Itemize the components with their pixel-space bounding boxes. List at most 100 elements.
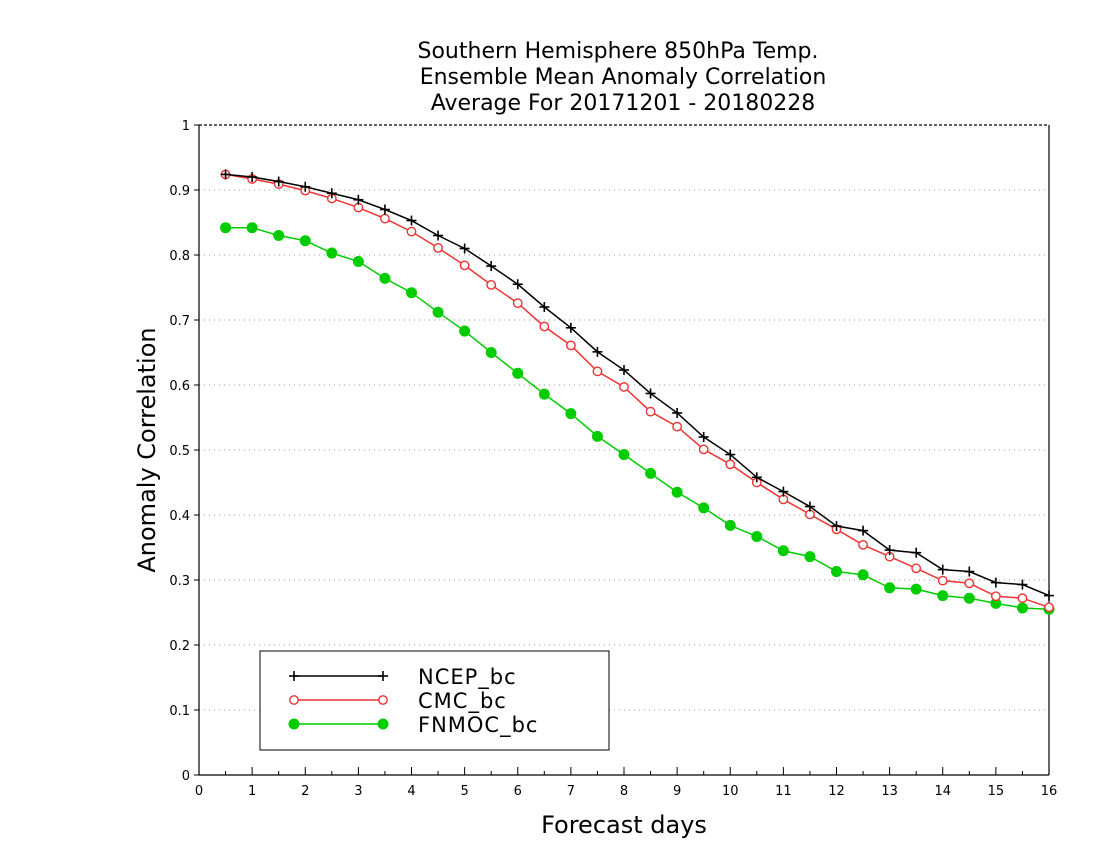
data-point [1044, 602, 1054, 613]
legend-marker [378, 671, 388, 681]
title-line-1: Southern Hemisphere 850hPa Temp. [418, 39, 819, 64]
data-point [777, 545, 789, 557]
data-point [326, 188, 337, 199]
legend-item-FNMOC_bc: FNMOC_bc [288, 713, 538, 738]
data-point [380, 213, 390, 224]
data-point [538, 388, 550, 400]
x-tick-label: 10 [722, 784, 739, 799]
data-point [406, 215, 417, 226]
data-point [539, 321, 550, 332]
y-tick-label: 1 [182, 119, 190, 134]
data-point [459, 325, 471, 337]
data-point [645, 406, 656, 417]
data-point [619, 382, 629, 392]
legend-item-CMC_bc: CMC_bc [289, 689, 506, 714]
data-point [432, 306, 444, 318]
data-point [778, 486, 789, 497]
data-point [433, 230, 444, 241]
data-point [352, 256, 364, 267]
data-point [592, 366, 603, 377]
legend-marker [288, 718, 300, 730]
x-tick-label: 15 [988, 784, 1005, 799]
data-point [645, 388, 656, 399]
data-point [937, 590, 949, 602]
data-point [273, 176, 284, 187]
y-tick-label: 0.5 [169, 444, 190, 459]
data-point [591, 430, 603, 442]
data-point [857, 569, 869, 581]
data-point [990, 577, 1001, 588]
data-point [379, 272, 391, 284]
data-point [406, 287, 417, 299]
legend-marker [377, 718, 389, 730]
x-tick-label: 11 [775, 784, 792, 799]
data-point [618, 449, 630, 461]
data-point [592, 346, 603, 357]
data-point [831, 521, 842, 532]
tick-labels: 0 1 2 3 4 5 6 7 8 9 10 11 12 13 14 15 1600.10.20.30.40.5… [169, 119, 1057, 799]
series-CMC_bc [220, 169, 1054, 613]
series-FNMOC_bc [220, 222, 1055, 615]
data-point [645, 467, 657, 479]
data-point [619, 365, 629, 376]
y-tick-label: 0 [182, 769, 190, 784]
data-point [220, 169, 231, 180]
x-tick-label: 13 [881, 784, 898, 799]
data-point [990, 591, 1001, 602]
data-point [698, 432, 709, 442]
data-point [698, 444, 709, 455]
data-point [724, 519, 736, 531]
data-series [220, 169, 1055, 615]
data-point [937, 564, 948, 575]
chart-title: Southern Hemisphere 850hPa Temp. Ensembl… [418, 39, 827, 116]
data-point [486, 261, 497, 272]
y-tick-label: 0.2 [169, 639, 190, 654]
x-tick-label: 3 [354, 784, 362, 799]
data-point [379, 204, 390, 215]
data-point [672, 421, 683, 432]
x-tick-label: 2 [301, 784, 309, 799]
data-point [671, 486, 683, 498]
data-point [1017, 593, 1028, 604]
x-tick-label: 16 [1041, 784, 1058, 799]
data-point [911, 547, 922, 558]
x-tick-label: 4 [407, 784, 415, 799]
data-point [299, 235, 311, 247]
data-point [220, 222, 232, 234]
x-tick-label: 5 [460, 784, 468, 799]
data-point [485, 347, 497, 358]
series-line [225, 173, 1050, 609]
data-point [1044, 590, 1054, 601]
series-line [225, 226, 1050, 610]
legend-marker [378, 695, 388, 705]
data-point [512, 279, 523, 290]
y-tick-label: 0.4 [169, 509, 190, 524]
data-point [751, 472, 762, 483]
data-point [565, 340, 576, 351]
data-point [353, 194, 364, 205]
data-point [831, 566, 842, 578]
data-point [565, 322, 576, 333]
data-point [459, 260, 470, 271]
y-tick-label: 0.6 [169, 379, 190, 394]
data-point [911, 563, 922, 574]
data-point [512, 298, 523, 308]
data-point [326, 247, 338, 259]
title-line-2: Ensemble Mean Anomaly Correlation [420, 65, 827, 90]
legend-marker [289, 671, 299, 681]
data-point [858, 525, 869, 536]
data-point [1017, 579, 1028, 590]
x-tick-label: 0 [195, 784, 203, 799]
data-point [963, 592, 975, 604]
legend-label: FNMOC_bc [418, 713, 538, 738]
y-tick-label: 0.8 [169, 249, 190, 264]
x-tick-label: 12 [828, 784, 845, 799]
x-tick-label: 6 [514, 784, 522, 799]
data-point [273, 230, 285, 241]
legend-label: NCEP_bc [418, 665, 517, 690]
data-point [1016, 602, 1028, 614]
data-point [459, 243, 470, 254]
data-point [539, 302, 550, 312]
